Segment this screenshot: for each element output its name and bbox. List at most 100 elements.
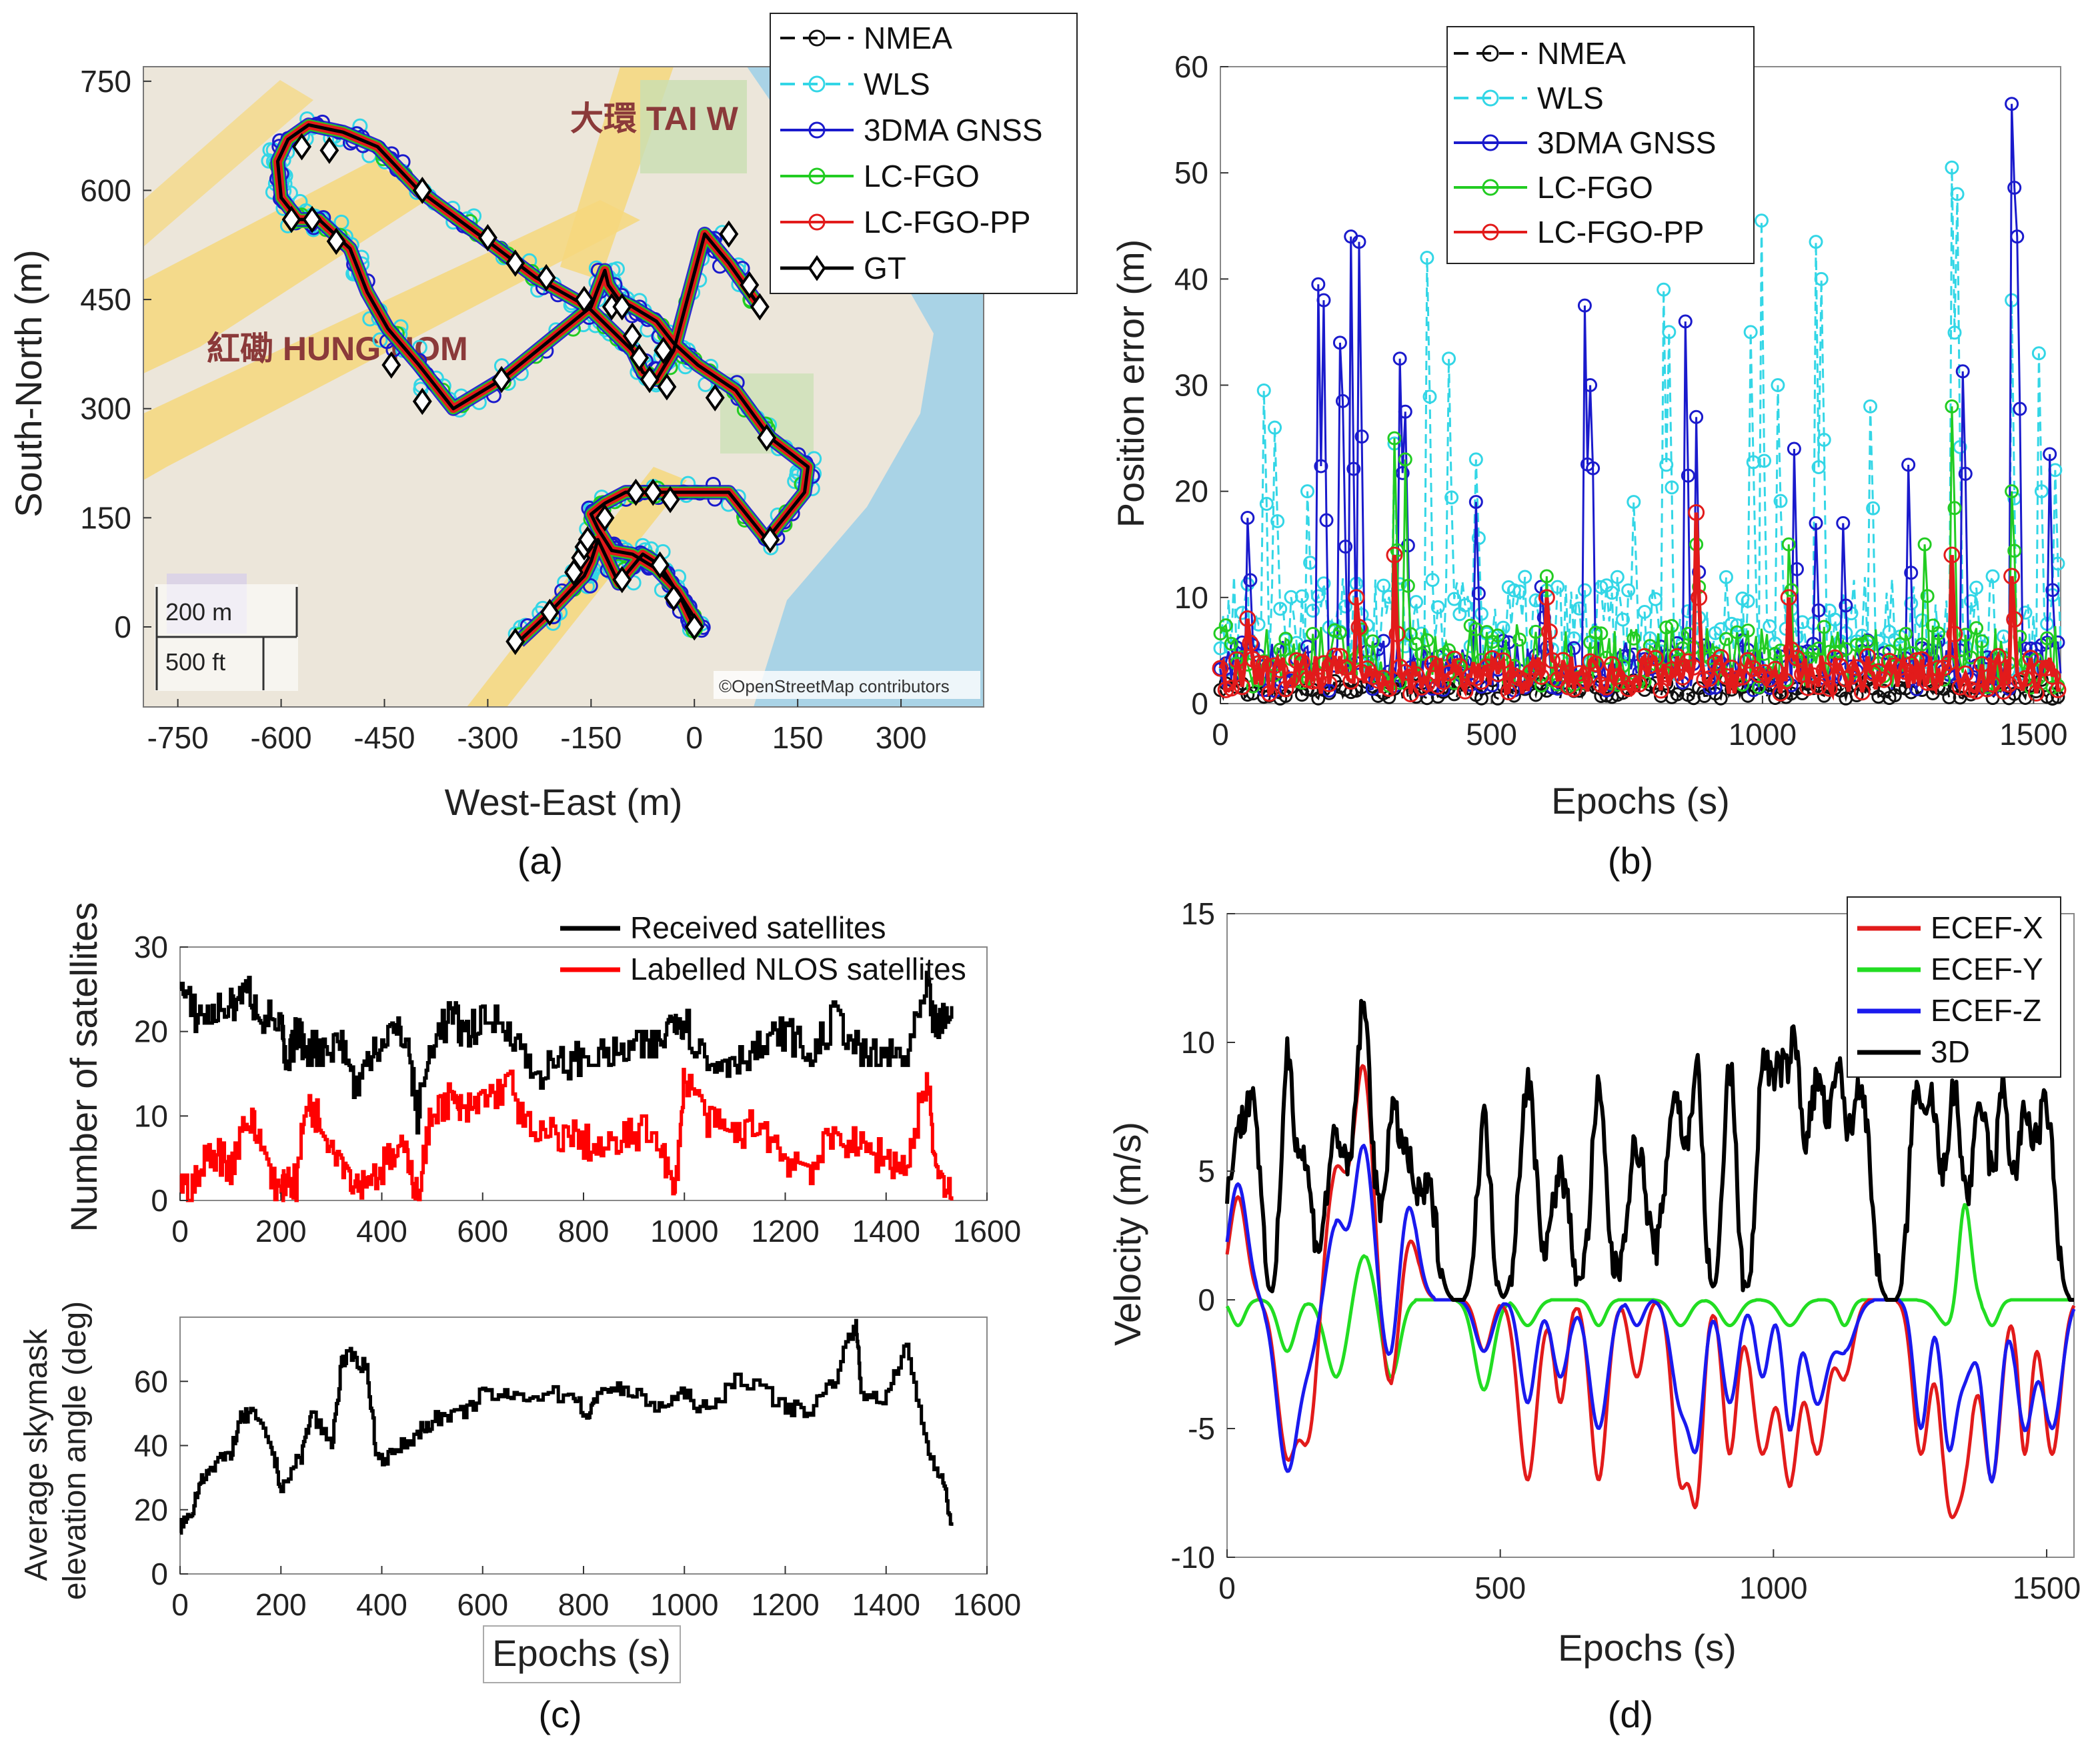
point-wls — [1773, 494, 1788, 508]
a-ytick-label: 600 — [80, 173, 131, 207]
point-3dma-gnss — [1319, 513, 1334, 528]
point-wls — [1963, 594, 1978, 608]
point-wls — [1643, 631, 1657, 646]
point-wls — [1420, 251, 1434, 265]
point-lc-fgo-pp — [2027, 684, 2045, 702]
point-wls — [1338, 599, 1353, 614]
gt-marker — [626, 478, 646, 506]
point-lc-fgo-pp — [1891, 659, 1909, 676]
point-lc-fgo-pp — [1222, 680, 1240, 697]
c-top-xtick-label: 0 — [171, 1214, 189, 1248]
caption-b: (b) — [1608, 840, 1653, 882]
point-lc-fgo-pp — [1554, 652, 1572, 669]
point-lc-fgo-pp — [1979, 680, 1996, 698]
point-nmea — [1849, 688, 1864, 703]
point-wls — [1730, 618, 1745, 633]
xlabel-d: Epochs (s) — [1558, 1627, 1737, 1669]
c-bottom-xtick-label: 200 — [255, 1587, 307, 1622]
point-lc-fgo-pp — [1391, 658, 1408, 676]
point-lc-fgo — [1757, 646, 1772, 661]
gt-marker — [750, 293, 770, 321]
gt-marker — [622, 322, 642, 350]
plot-area-c-top — [179, 970, 954, 1202]
point-lc-fgo-pp — [1516, 672, 1534, 690]
caption-c: (c) — [538, 1693, 582, 1735]
xlabel-b: Epochs (s) — [1551, 780, 1730, 822]
ylabel-c-top: Number of satellites — [63, 902, 105, 1232]
point-lc-fgo — [1365, 634, 1380, 649]
point-wls — [1270, 514, 1285, 528]
point-lc-fgo-pp — [1494, 652, 1512, 670]
point-lc-fgo-pp — [2039, 659, 2056, 676]
point-wls — [1256, 383, 1271, 397]
point-lc-fgo-pp — [1734, 668, 1751, 686]
point-lc-fgo-pp — [1587, 655, 1605, 672]
point-lc-fgo-pp — [1304, 673, 1322, 690]
point-3dma-gnss — [1311, 277, 1326, 291]
legend-label: WLS — [1537, 81, 1604, 115]
point-lc-fgo — [1708, 646, 1723, 661]
point-lc-fgo-pp — [1941, 654, 1958, 672]
legend-a: NMEA WLS 3DMA GNSS LC-FGO LC-FGO-PP GT — [770, 13, 1078, 294]
point-lc-fgo-pp — [2003, 568, 2021, 585]
series-ecef-x-line — [1225, 1064, 2076, 1519]
scale-200m: 200 m — [165, 598, 232, 626]
point-3dma-gnss — [1681, 468, 1695, 483]
point-3dma-gnss — [1392, 351, 1407, 366]
point-wls — [1512, 584, 1527, 599]
point-wls — [1268, 420, 1282, 435]
point-lc-fgo-pp — [1688, 504, 1705, 521]
point-lc-fgo-pp — [1388, 625, 1406, 642]
point-lc-fgo — [1273, 642, 1288, 657]
gt-marker — [757, 423, 777, 452]
point-lc-fgo-pp — [1418, 676, 1436, 693]
point-lc-fgo-pp — [1946, 626, 1963, 643]
c-top-ytick-label: 10 — [134, 1098, 168, 1133]
point-lc-fgo-pp — [1843, 668, 1860, 685]
legend-label: LC-FGO-PP — [1537, 215, 1704, 249]
gt-marker — [740, 271, 760, 299]
point-lc-fgo-pp — [1212, 660, 1229, 677]
point-lc-fgo-pp — [1853, 684, 1871, 701]
point-3dma-gnss — [1583, 378, 1598, 392]
point-lc-fgo-pp — [2017, 670, 2034, 687]
point-wls — [1430, 600, 1445, 614]
point-wls — [1866, 501, 1881, 516]
point-lc-fgo-pp — [1968, 682, 1985, 700]
legend-label: 3D — [1931, 1034, 1970, 1069]
point-wls — [1273, 602, 1288, 616]
xlabel-c: Epochs (s) — [492, 1632, 671, 1674]
b-ytick-label: 20 — [1174, 474, 1208, 509]
point-lc-fgo-pp — [1788, 650, 1805, 667]
ylabel-b: Position error (m) — [1110, 239, 1152, 528]
point-lc-fgo — [1931, 626, 1946, 641]
series-labelled-nlos-satellites-line — [179, 1068, 954, 1202]
point-wls — [1506, 583, 1521, 598]
gt-marker — [595, 504, 615, 532]
point-lc-fgo — [1400, 578, 1415, 593]
map-attribution: ©OpenStreetMap contributors — [719, 676, 950, 696]
point-lc-fgo-pp — [1239, 610, 1256, 628]
point-lc-fgo-pp — [1717, 668, 1735, 685]
c-bottom-xtick-label: 800 — [558, 1587, 610, 1622]
point-lc-fgo-pp — [1875, 671, 1893, 688]
legend-marker — [1482, 223, 1499, 241]
point-lc-fgo-pp — [1723, 660, 1741, 677]
point-3dma-gnss — [1678, 314, 1693, 329]
legend-marker — [808, 75, 826, 93]
trajectory-layer — [261, 111, 822, 656]
a-ytick-label: 0 — [114, 610, 131, 644]
point-lc-fgo-pp — [1320, 675, 1338, 692]
point-wls — [1259, 496, 1274, 511]
point-lc-fgo-pp — [1767, 661, 1784, 678]
legend-d: ECEF-X ECEF-Y ECEF-Z 3D — [1847, 896, 2061, 1078]
c-bottom-xtick-label: 0 — [171, 1587, 189, 1622]
series-ecef-y-line — [1225, 1202, 2075, 1392]
point-3dma-gnss — [1839, 598, 1853, 613]
point-lc-fgo-pp — [1543, 652, 1560, 669]
map-label-tai-wan: 大環 TAI W — [570, 100, 739, 137]
point-lc-fgo-pp — [1350, 618, 1368, 636]
c-top-ytick-label: 20 — [134, 1014, 168, 1049]
c-top-ytick-label: 0 — [151, 1183, 168, 1218]
